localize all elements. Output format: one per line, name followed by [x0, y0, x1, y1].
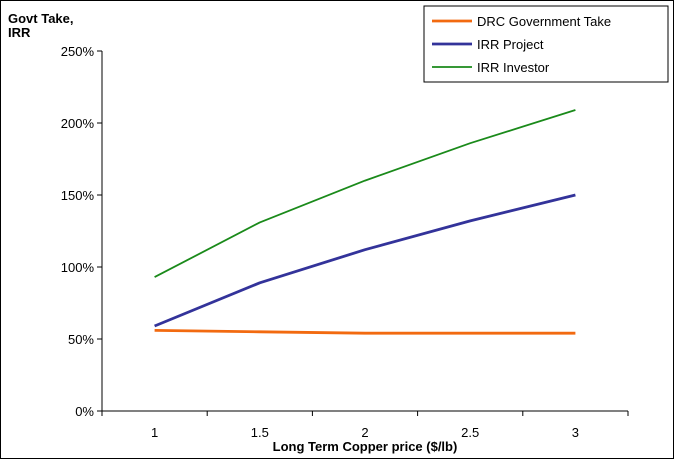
series-line	[154, 109, 576, 278]
x-axis-title: Long Term Copper price ($/lb)	[273, 439, 458, 454]
y-tick-label: 0%	[75, 404, 94, 419]
x-tick-label: 1	[151, 425, 158, 440]
y-tick-label: 250%	[61, 44, 95, 59]
y-axis-label-line1: Govt Take,	[8, 11, 74, 26]
y-tick-label: 100%	[61, 260, 95, 275]
y-tick-label: 150%	[61, 188, 95, 203]
legend: DRC Government Take IRR Project IRR Invest…	[423, 5, 669, 83]
y-tick-label: 50%	[68, 332, 94, 347]
axes: 0% 50% 100% 150% 200% 250% 1 1.5 2 2.5 3	[61, 44, 629, 440]
series-line	[154, 193, 576, 328]
series-line	[154, 329, 576, 335]
x-tick-label: 2	[361, 425, 368, 440]
legend-label: IRR Project	[477, 37, 544, 52]
y-axis-label: Govt Take, IRR	[8, 11, 74, 40]
x-tick-label: 3	[572, 425, 579, 440]
x-tick-label: 1.5	[251, 425, 269, 440]
y-axis-label-line2: IRR	[8, 25, 31, 40]
series-lines	[154, 109, 576, 335]
legend-label: IRR Investor	[477, 60, 550, 75]
x-tick-label: 2.5	[461, 425, 479, 440]
legend-label: DRC Government Take	[477, 14, 611, 29]
y-tick-label: 200%	[61, 116, 95, 131]
